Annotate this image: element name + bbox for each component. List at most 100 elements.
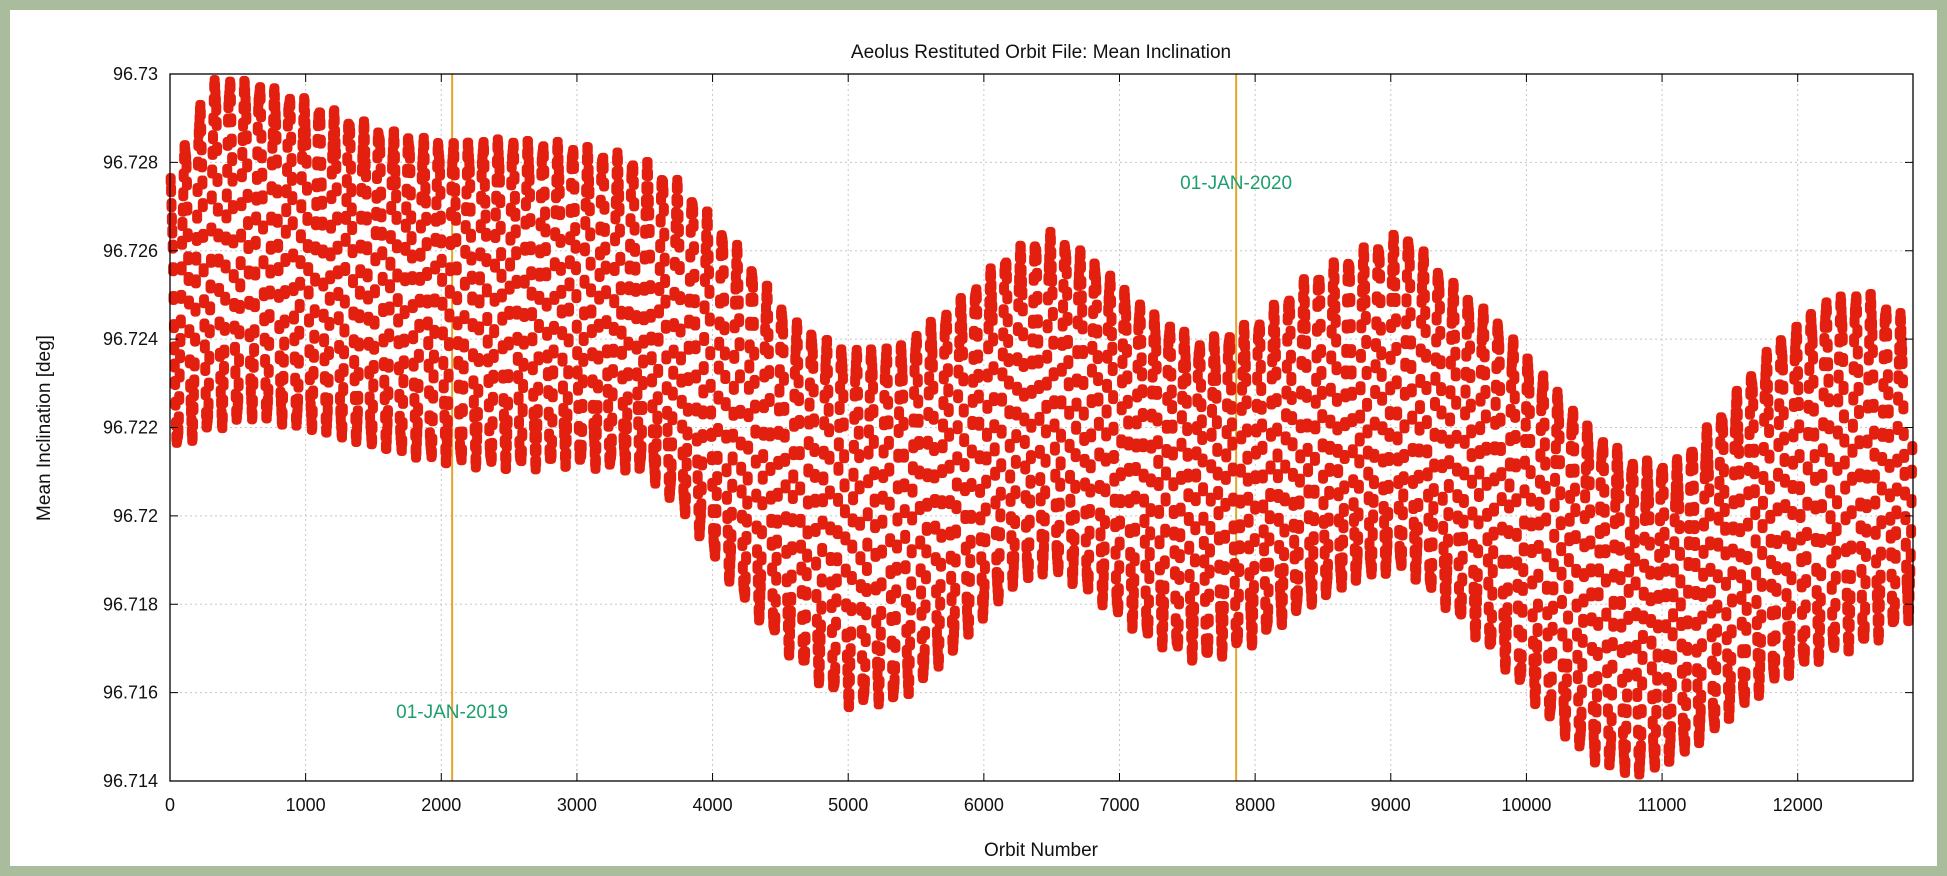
data-point (1154, 504, 1165, 519)
data-point (734, 337, 745, 352)
data-point (673, 223, 684, 238)
data-point (1397, 506, 1408, 521)
data-point (494, 161, 505, 176)
data-point (638, 334, 649, 349)
data-point (1325, 440, 1336, 455)
data-point (1467, 474, 1478, 489)
data-point (347, 221, 358, 236)
data-point (258, 220, 269, 235)
data-point (257, 190, 268, 205)
data-point (1882, 369, 1893, 384)
data-point (250, 266, 261, 281)
data-point (1361, 335, 1372, 350)
data-point (1705, 584, 1716, 599)
data-point (986, 278, 997, 293)
data-point (1329, 259, 1340, 274)
data-point (822, 345, 833, 360)
data-point (479, 158, 490, 173)
data-point (1481, 441, 1492, 456)
data-point (532, 404, 543, 419)
data-point (1464, 309, 1475, 324)
data-point (883, 435, 894, 450)
data-point (1249, 560, 1260, 575)
data-point (1778, 406, 1789, 421)
data-point (178, 187, 189, 202)
data-point (1145, 473, 1156, 488)
data-point (964, 572, 975, 587)
data-point (540, 206, 551, 221)
data-point (1023, 568, 1034, 583)
data-point (920, 570, 931, 585)
data-point (946, 570, 957, 585)
data-point (756, 525, 767, 540)
data-point (690, 340, 701, 355)
data-point (1576, 719, 1587, 734)
data-point (1101, 404, 1112, 419)
data-point (1561, 704, 1572, 719)
data-point (1235, 463, 1246, 478)
data-point (1292, 585, 1303, 600)
data-point (337, 420, 348, 435)
data-point (1086, 428, 1097, 443)
data-point (645, 249, 656, 264)
data-point (1045, 233, 1056, 248)
data-point (487, 437, 498, 452)
data-point (234, 299, 245, 314)
data-point (1532, 598, 1543, 613)
data-point (273, 262, 284, 277)
data-point (883, 395, 894, 410)
data-point (1440, 593, 1451, 608)
data-point (1100, 483, 1111, 498)
data-point (1137, 384, 1148, 399)
data-point (817, 543, 828, 558)
data-point (1413, 469, 1424, 484)
data-point (1736, 569, 1747, 584)
data-point (489, 258, 500, 273)
data-point (1825, 510, 1836, 525)
data-point (1541, 548, 1552, 563)
data-point (367, 433, 378, 448)
data-point (1436, 382, 1447, 397)
data-point (571, 319, 582, 334)
data-point (622, 407, 633, 422)
data-point (1159, 580, 1170, 595)
data-point (1727, 566, 1738, 581)
data-point (876, 577, 887, 592)
data-point (921, 544, 932, 559)
data-point (288, 310, 299, 325)
data-point (699, 332, 710, 347)
data-point (190, 302, 201, 317)
data-point (1490, 396, 1501, 411)
data-point (1264, 532, 1275, 547)
data-point (750, 424, 761, 439)
data-point (1866, 297, 1877, 312)
data-point (644, 223, 655, 238)
data-point (1584, 476, 1595, 491)
data-point (833, 437, 844, 452)
data-point (494, 173, 505, 188)
data-point (1241, 395, 1252, 410)
data-point (1136, 334, 1147, 349)
data-point (1017, 302, 1028, 317)
data-point (1444, 455, 1455, 470)
data-point (1159, 555, 1170, 570)
data-point (1272, 469, 1283, 484)
data-point (1623, 610, 1634, 625)
data-point (1838, 353, 1849, 368)
data-point (406, 210, 417, 225)
data-point (1427, 537, 1438, 552)
data-point (1234, 540, 1245, 555)
y-tick-label: 96.726 (103, 241, 158, 261)
data-point (831, 616, 842, 631)
data-point (1042, 349, 1053, 364)
data-point (884, 462, 895, 477)
data-point (345, 139, 356, 154)
data-point (1161, 466, 1172, 481)
data-point (1682, 641, 1693, 656)
data-point (383, 358, 394, 373)
data-point (1331, 392, 1342, 407)
data-point (1844, 618, 1855, 633)
data-point (277, 390, 288, 405)
data-point (1437, 491, 1448, 506)
data-point (995, 486, 1006, 501)
